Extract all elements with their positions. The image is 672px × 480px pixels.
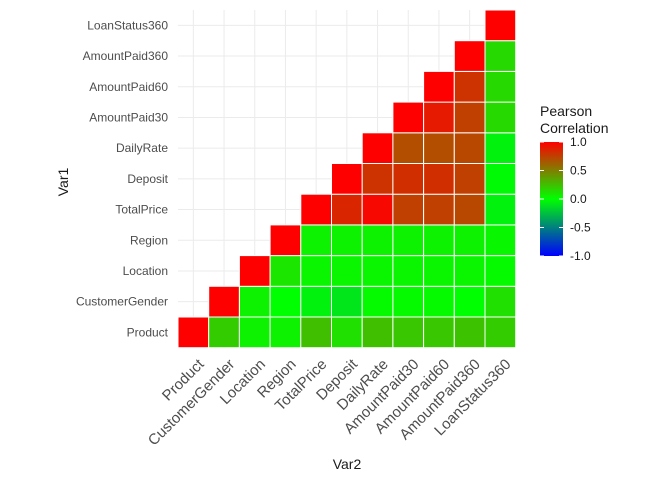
heatmap-cell xyxy=(423,132,455,165)
heatmap-cell xyxy=(484,40,517,72)
heatmap-cell xyxy=(331,255,363,287)
heatmap-cell xyxy=(269,285,302,318)
heatmap-cell xyxy=(392,224,425,257)
heatmap-cell xyxy=(423,255,455,287)
heatmap-cell xyxy=(269,255,302,287)
heatmap-cell xyxy=(423,70,455,103)
heatmap-cell xyxy=(300,224,332,257)
legend-colorbar xyxy=(540,142,563,256)
heatmap-cell xyxy=(423,101,455,134)
y-axis-title: Var1 xyxy=(55,168,71,197)
heatmap-cell xyxy=(423,285,455,318)
heatmap-cell xyxy=(361,163,394,195)
heatmap-cell xyxy=(361,193,394,226)
heatmap-cell xyxy=(300,193,332,226)
y-tick-label: AmountPaid360 xyxy=(83,49,169,63)
legend-tick-label: -0.5 xyxy=(570,221,591,235)
y-tick-label: LoanStatus360 xyxy=(87,18,168,32)
y-tick-label: CustomerGender xyxy=(76,295,168,309)
heatmap-cell xyxy=(331,316,363,349)
heatmap-cell xyxy=(392,255,425,287)
legend-tick-label: -1.0 xyxy=(570,249,591,263)
heatmap-cell xyxy=(238,285,271,318)
heatmap-cell xyxy=(453,70,486,103)
heatmap-cell xyxy=(392,101,425,134)
heatmap-cell xyxy=(453,255,486,287)
heatmap-cell xyxy=(423,193,455,226)
heatmap-cell xyxy=(300,285,332,318)
heatmap-cell xyxy=(484,193,517,226)
heatmap-cell xyxy=(238,316,271,349)
heatmap-cell xyxy=(392,285,425,318)
y-tick-label: AmountPaid60 xyxy=(89,80,168,94)
y-tick-label: Deposit xyxy=(127,172,168,186)
heatmap-cell xyxy=(484,163,517,195)
heatmap-cell xyxy=(361,255,394,287)
heatmap-cell xyxy=(484,9,517,42)
legend-tick-label: 1.0 xyxy=(570,135,587,149)
heatmap-cell xyxy=(453,316,486,349)
legend-tick-label: 0.5 xyxy=(570,164,587,178)
heatmap-cell xyxy=(484,285,517,318)
heatmap-cell xyxy=(484,316,517,349)
heatmap-cell xyxy=(423,224,455,257)
heatmap-cell xyxy=(484,255,517,287)
y-tick-label: Product xyxy=(127,325,169,339)
heatmap-cell xyxy=(392,316,425,349)
heatmap-cell xyxy=(453,101,486,134)
heatmap-cell xyxy=(300,316,332,349)
heatmap-cell xyxy=(361,316,394,349)
heatmap-cell xyxy=(423,163,455,195)
heatmap-cell xyxy=(361,132,394,165)
heatmap-cell xyxy=(331,163,363,195)
heatmap-cell xyxy=(392,163,425,195)
heatmap-cell xyxy=(392,132,425,165)
heatmap-cell xyxy=(484,101,517,134)
heatmap-cell xyxy=(208,285,240,318)
y-tick-label: TotalPrice xyxy=(115,203,168,217)
heatmap-cell xyxy=(453,224,486,257)
heatmap-cell xyxy=(300,255,332,287)
heatmap-cell xyxy=(453,285,486,318)
legend-ticks: 1.0 0.5 0.0 -0.5 -1.0 xyxy=(540,135,591,263)
legend-title-line2: Correlation xyxy=(540,120,608,136)
heatmap-cell xyxy=(484,70,517,103)
legend: Pearson Correlation 1.0 0.5 0.0 -0.5 -1.0 xyxy=(540,103,608,263)
x-axis-title: Var2 xyxy=(333,456,362,472)
heatmap-cell xyxy=(177,316,210,349)
heatmap-cell xyxy=(331,193,363,226)
heatmap-cell xyxy=(269,316,302,349)
heatmap-cell xyxy=(361,224,394,257)
heatmap-cell xyxy=(453,132,486,165)
heatmap-cell xyxy=(331,224,363,257)
heatmap-cell xyxy=(453,163,486,195)
heatmap-cell xyxy=(208,316,240,349)
heatmap-cell xyxy=(453,193,486,226)
heatmap-cell xyxy=(392,193,425,226)
y-tick-label: AmountPaid30 xyxy=(89,110,168,124)
y-tick-label: DailyRate xyxy=(116,141,168,155)
heatmap-cell xyxy=(423,316,455,349)
legend-title-line1: Pearson xyxy=(540,103,592,119)
heatmap-cell xyxy=(269,224,302,257)
heatmap-cell xyxy=(453,40,486,72)
heatmap-cells xyxy=(177,9,517,349)
heatmap-cell xyxy=(484,132,517,165)
heatmap-cell xyxy=(361,285,394,318)
heatmap-cell xyxy=(331,285,363,318)
y-tick-label: Region xyxy=(130,233,168,247)
heatmap-cell xyxy=(484,224,517,257)
legend-tick-label: 0.0 xyxy=(570,192,587,206)
y-tick-label: Location xyxy=(123,264,168,278)
heatmap-cell xyxy=(238,255,271,287)
x-axis-tick-labels: ProductCustomerGenderLocationRegionTotal… xyxy=(145,355,515,449)
y-axis-tick-labels: Product CustomerGender Location Region Total… xyxy=(76,18,169,339)
